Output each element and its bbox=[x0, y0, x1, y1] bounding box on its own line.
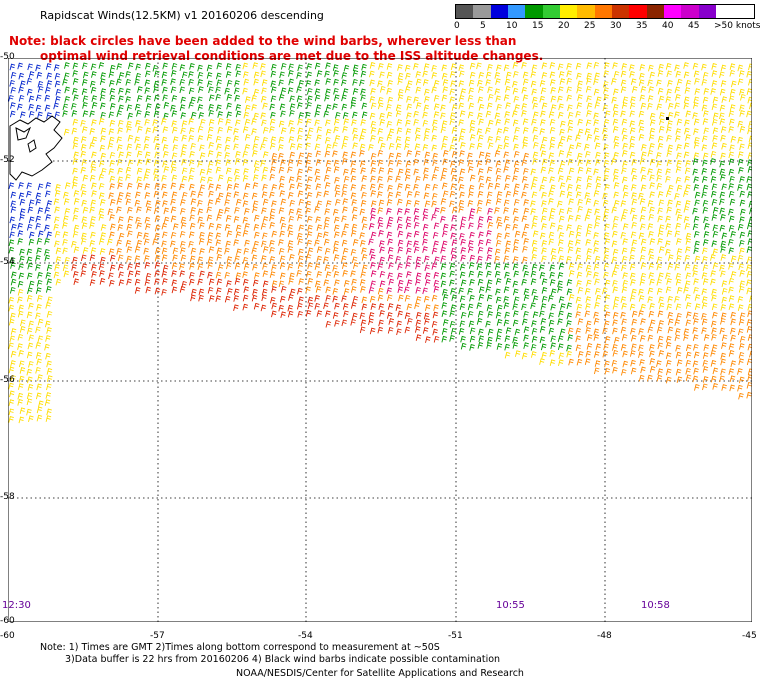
legend-tick-label: 5 bbox=[480, 21, 486, 31]
time-label: 12:30 bbox=[2, 600, 31, 611]
legend-tick-labels: 0 5 10 15 20 25 30 35 40 45 >50 knots bbox=[454, 19, 760, 31]
legend-swatch bbox=[525, 5, 543, 18]
latitude-label: -54 bbox=[0, 257, 15, 267]
legend-swatch bbox=[507, 5, 526, 18]
time-label: 10:58 bbox=[641, 600, 670, 611]
legend-tick-label: 15 bbox=[532, 21, 544, 31]
legend-tick-label: >50 knots bbox=[714, 21, 760, 31]
coastline-shape bbox=[27, 139, 37, 153]
legend-swatch bbox=[611, 5, 630, 18]
map-title: Rapidscat Winds(12.5KM) v1 20160206 desc… bbox=[40, 9, 324, 22]
longitude-label: -54 bbox=[298, 631, 313, 641]
legend-swatch bbox=[490, 5, 508, 18]
legend-tick-label: 30 bbox=[610, 21, 622, 31]
wind-barb-group bbox=[8, 61, 752, 424]
latitude-label: -56 bbox=[0, 375, 15, 385]
legend-swatch bbox=[698, 5, 716, 18]
wind-barb-group bbox=[107, 149, 752, 400]
wind-barb-group bbox=[71, 254, 440, 343]
legend-swatch bbox=[646, 5, 664, 18]
legend-tick-label: 25 bbox=[584, 21, 596, 31]
latitude-label: -60 bbox=[0, 616, 15, 626]
wind-barb-group bbox=[368, 207, 493, 295]
legend-tick-label: 45 bbox=[688, 21, 700, 31]
legend-swatch bbox=[681, 5, 699, 18]
legend-swatch bbox=[594, 5, 612, 18]
footer-note-line-2: 3)Data buffer is 22 hrs from 20160206 4)… bbox=[65, 654, 501, 665]
wind-barb-group bbox=[8, 62, 62, 239]
legend-tick-label: 0 bbox=[454, 21, 460, 31]
coastline-shape bbox=[15, 126, 32, 141]
latitude-label: -50 bbox=[0, 52, 15, 62]
longitude-label: -51 bbox=[448, 631, 463, 641]
legend-tick-label: 40 bbox=[662, 21, 674, 31]
falkland-islands-coastline bbox=[9, 115, 63, 181]
longitude-label: -60 bbox=[0, 631, 15, 641]
altitude-notice: Note: black circles have been added to t… bbox=[9, 34, 543, 64]
notice-line-1: Note: black circles have been added to t… bbox=[9, 34, 517, 48]
contamination-marker bbox=[666, 117, 669, 120]
legend-swatch bbox=[473, 5, 491, 18]
legend-swatch bbox=[559, 5, 578, 18]
notice-line-2: optimal wind retrieval conditions are me… bbox=[40, 49, 544, 63]
legend-tick-label: 35 bbox=[636, 21, 648, 31]
legend-tick-label: 10 bbox=[506, 21, 518, 31]
longitude-label: -45 bbox=[742, 631, 757, 641]
wind-barbs-layer bbox=[8, 61, 752, 424]
latitude-label: -58 bbox=[0, 492, 15, 502]
wind-speed-legend: 0 5 10 15 20 25 30 35 40 45 >50 knots bbox=[454, 4, 760, 31]
latitude-label: -52 bbox=[0, 155, 15, 165]
legend-swatch bbox=[542, 5, 560, 18]
time-label: 10:55 bbox=[496, 600, 525, 611]
longitude-label: -57 bbox=[150, 631, 165, 641]
legend-swatch bbox=[456, 5, 474, 18]
footer-notes: Note: 1) Times are GMT 2)Times along bot… bbox=[40, 642, 500, 666]
legend-color-bar bbox=[455, 4, 755, 19]
legend-tick-label: 20 bbox=[558, 21, 570, 31]
legend-swatch bbox=[629, 5, 647, 18]
legend-swatch bbox=[663, 5, 682, 18]
footer-note-line-1: Note: 1) Times are GMT 2)Times along bot… bbox=[40, 642, 440, 653]
legend-swatch bbox=[577, 5, 595, 18]
wind-barb-map bbox=[8, 58, 752, 622]
footer-credit: NOAA/NESDIS/Center for Satellite Applica… bbox=[236, 668, 524, 679]
longitude-label: -48 bbox=[597, 631, 612, 641]
